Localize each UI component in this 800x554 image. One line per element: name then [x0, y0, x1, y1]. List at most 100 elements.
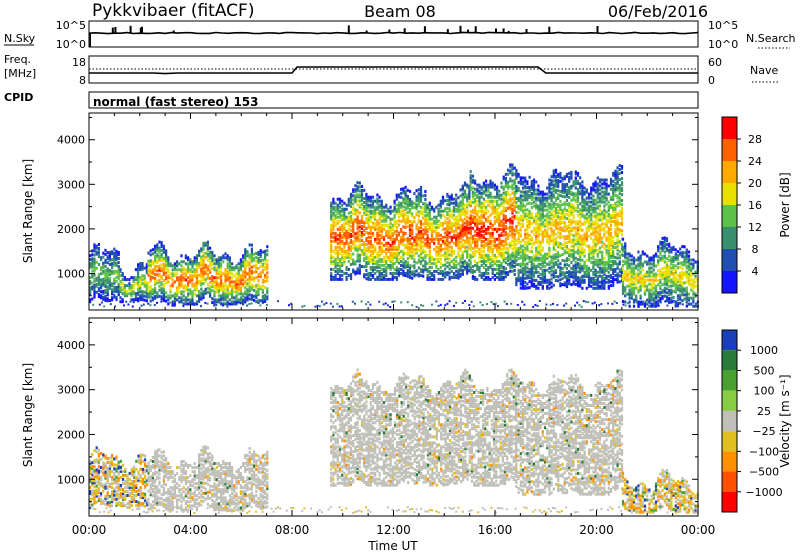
data-cell [404, 266, 407, 269]
data-cell [336, 207, 339, 211]
data-cell [402, 265, 405, 269]
data-cell [126, 278, 129, 282]
data-cell [557, 203, 560, 207]
data-cell [334, 245, 337, 249]
data-cell [524, 190, 527, 194]
data-cell [557, 185, 560, 189]
data-cell [466, 235, 469, 239]
data-cell [224, 252, 227, 256]
data-cell [250, 257, 253, 261]
data-cell [408, 250, 412, 253]
data-cell [559, 194, 562, 197]
data-cell [119, 300, 122, 304]
data-cell [579, 228, 582, 232]
data-cell [338, 197, 342, 201]
data-cell [524, 236, 527, 240]
data-cell [226, 274, 229, 278]
data-cell [585, 208, 588, 212]
data-cell [590, 186, 593, 190]
data-cell [341, 249, 344, 253]
data-cell [539, 248, 542, 252]
data-cell [253, 256, 256, 260]
data-cell [419, 260, 423, 264]
data-cell [162, 262, 165, 266]
data-cell [402, 233, 405, 237]
data-cell [89, 264, 92, 268]
data-cell [581, 212, 584, 216]
data-cell [371, 245, 375, 249]
data-cell [480, 235, 483, 239]
data-cell [158, 294, 161, 298]
data-cell [570, 226, 573, 230]
data-cell [583, 238, 586, 242]
data-cell [561, 220, 564, 224]
data-cell [397, 273, 401, 277]
data-cell [543, 254, 547, 258]
data-cell [439, 233, 442, 237]
data-cell [154, 296, 157, 300]
data-cell [204, 277, 207, 281]
data-cell [358, 237, 361, 241]
data-cell [528, 280, 531, 284]
data-cell [482, 253, 485, 257]
data-cell [498, 233, 501, 237]
data-cell [543, 228, 547, 232]
data-cell [358, 229, 361, 233]
data-cell [596, 258, 599, 262]
data-cell [489, 257, 492, 261]
data-cell [491, 235, 494, 239]
data-cell [180, 278, 183, 282]
data-cell [581, 188, 584, 192]
data-cell [224, 298, 227, 302]
data-cell [463, 239, 467, 243]
data-cell [178, 296, 181, 300]
data-cell [487, 245, 490, 249]
data-cell [385, 277, 388, 281]
data-cell [413, 192, 416, 196]
data-cell [111, 262, 114, 266]
data-cell [489, 205, 492, 209]
data-cell [489, 225, 492, 229]
data-cell [519, 286, 522, 290]
data-cell [524, 254, 527, 258]
data-cell [352, 246, 355, 250]
data-cell [132, 286, 135, 290]
data-cell [450, 275, 453, 279]
data-cell [435, 237, 438, 241]
data-cell [374, 215, 377, 219]
data-cell [250, 287, 253, 291]
data-cell [242, 284, 245, 288]
data-cell [358, 255, 361, 259]
data-cell [583, 278, 586, 282]
data-cell [330, 275, 333, 279]
data-cell [603, 200, 606, 204]
data-cell [358, 185, 361, 189]
data-cell [539, 206, 542, 210]
data-cell [441, 247, 445, 251]
data-cell [233, 286, 236, 290]
data-cell [389, 267, 392, 271]
data-cell [237, 292, 240, 296]
data-cell [257, 299, 260, 302]
data-cell [521, 278, 525, 282]
data-cell [570, 210, 573, 214]
data-cell [504, 219, 507, 223]
data-cell [539, 240, 542, 244]
data-cell [524, 246, 527, 250]
data-cell [111, 292, 114, 296]
data-cell [334, 213, 337, 217]
data-cell [435, 269, 438, 273]
data-cell [264, 293, 267, 297]
data-cell [561, 214, 564, 218]
data-cell [374, 213, 377, 217]
data-cell [594, 214, 597, 218]
data-cell [371, 259, 375, 263]
data-cell [143, 280, 146, 284]
data-cell [147, 295, 150, 299]
data-cell [446, 192, 449, 196]
data-cell [104, 290, 107, 294]
data-cell [165, 263, 168, 267]
data-cell [548, 216, 551, 220]
data-cell [195, 254, 198, 258]
data-cell [200, 269, 203, 273]
